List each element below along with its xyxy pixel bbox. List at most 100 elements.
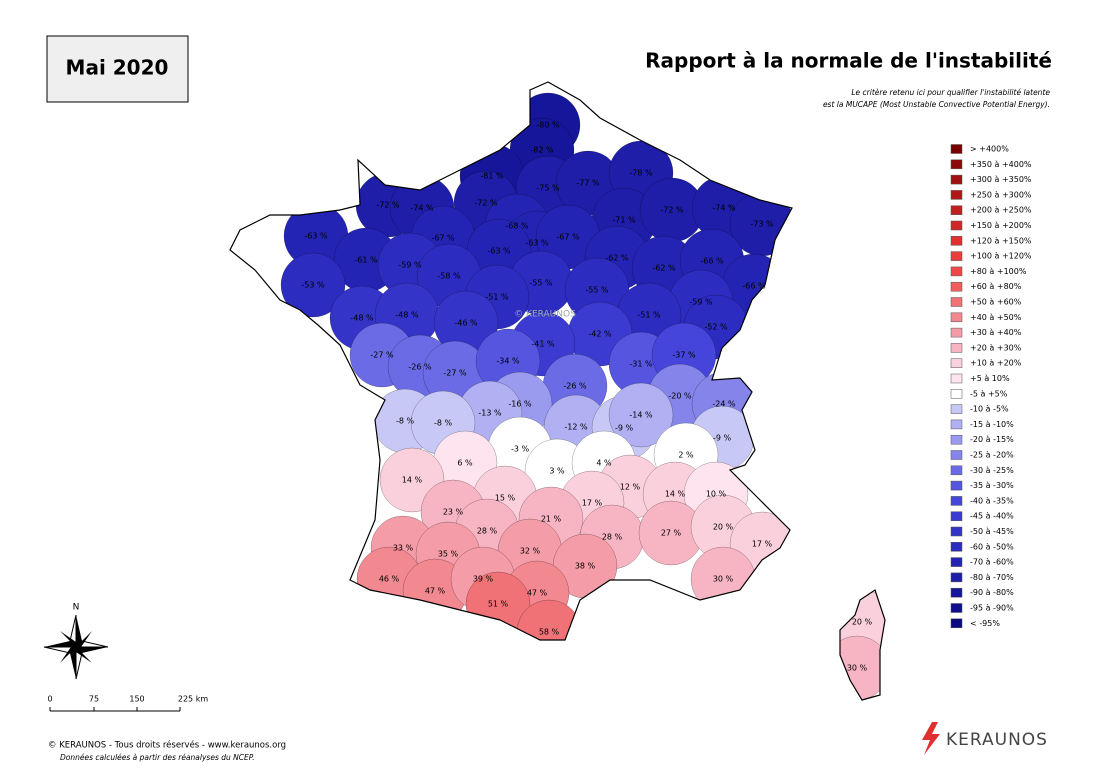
department-label: 17 % [582,499,603,508]
department-label: 12 % [620,483,641,492]
legend-label: +50 à +60% [970,298,1022,307]
department-label: -48 % [350,314,374,323]
copyright: © KERAUNOS - Tous droits réservés - www.… [48,740,286,751]
note: Le critère retenu ici pour qualifier l'i… [851,88,1050,97]
legend-label: +250 à +300% [970,190,1032,199]
watermark: © KERAUNOS [514,310,576,320]
legend-swatch [950,450,963,460]
department-label: -12 % [564,423,588,432]
department-label: -66 % [742,282,766,291]
department-label: 30 % [847,664,868,673]
legend-swatch [950,174,963,185]
period: Mai 2020 [66,56,169,80]
department-label: 14 % [402,476,423,485]
department-label: -62 % [605,254,629,263]
department-label: -27 % [370,351,394,360]
department-label: 27 % [661,529,682,538]
department-label: -13 % [478,409,502,418]
department-label: -77 % [576,179,600,188]
logo: KERAUNOS [946,730,1048,750]
legend-label: -15 à -10% [970,420,1014,429]
department-label: -62 % [652,264,676,273]
legend-label: +300 à +350% [970,175,1032,184]
department-label: 35 % [438,550,459,559]
department-label: 6 % [457,459,473,468]
department-label: -24 % [712,400,736,409]
department-label: -16 % [508,400,532,409]
period-box [46,35,189,103]
department-label: -55 % [585,286,609,295]
legend-label: -30 à -25% [970,466,1014,475]
department-label: -66 % [700,257,724,266]
compass-rose [43,614,109,680]
department-label: -48 % [395,311,419,320]
legend-swatch [950,220,963,231]
department-area [608,382,674,448]
legend-swatch [950,159,963,170]
legend-label: +200 à +250% [970,206,1032,215]
department-label: -41 % [531,340,555,349]
department-label: 38 % [575,562,596,571]
department-label: -27 % [443,369,467,378]
legend-label: +30 à +40% [970,328,1022,337]
legend-swatch [950,373,963,384]
outline [839,589,886,701]
legend-label: -50 à -45% [970,527,1014,536]
department-label: -72 % [474,199,498,208]
note: est la MUCAPE (Most Unstable Convective … [823,100,1050,109]
department-label: 2 % [678,451,694,460]
legend-swatch [950,343,963,353]
department-label: -72 % [376,201,400,210]
legend-label: -40 à -35% [970,496,1014,505]
department-label: -53 % [301,281,325,290]
scale-label: 0 [47,695,52,704]
legend-swatch [950,434,963,445]
department-label: 47 % [527,589,548,598]
legend-swatch [950,511,963,521]
department-area [280,252,346,318]
scale-bar: 0 75 150 225 km [47,695,208,712]
department-label: -51 % [485,293,509,302]
department-label: 28 % [477,527,498,536]
department-label: 20 % [713,523,734,532]
department-label: 58 % [539,628,560,637]
legend-label: -45 à -40% [970,512,1014,521]
department-label: -3 % [511,445,530,454]
title: Rapport à la normale de l'instabilité [645,49,1052,73]
legend-swatch [950,266,963,277]
legend-label: +350 à +400% [970,160,1032,169]
map-areas [280,92,885,700]
department-label: -37 % [672,351,696,360]
legend-label: +5 à 10% [970,374,1010,383]
department-label: -55 % [529,279,553,288]
department-label: 20 % [852,618,873,627]
legend-swatch [950,572,963,583]
logo-bolt [922,722,940,755]
legend-swatch [950,236,963,246]
department-label: 15 % [495,494,516,503]
department-label: -14 % [629,411,653,420]
legend-label: +60 à +80% [970,282,1022,291]
legend-label: -70 à -60% [970,558,1014,567]
legend-swatch [950,205,963,215]
legend-label: +80 à +100% [970,267,1027,276]
department-label: 47 % [425,587,446,596]
department-label: -61 % [354,256,378,265]
department-label: 30 % [713,575,734,584]
department-label: 14 % [665,490,686,499]
legend-label: +40 à +50% [970,313,1022,322]
department-label: -80 % [536,121,560,130]
legend-swatch [950,419,963,430]
scale-label: 150 [129,695,144,704]
legend-label: +100 à +120% [970,252,1032,261]
department-label: 23 % [443,508,464,517]
legend-swatch [950,404,963,414]
scale-label: 75 [89,695,99,704]
department-label: -58 % [437,272,461,281]
legend-swatch [950,190,963,200]
legend-label: -20 à -15% [970,435,1014,444]
department-label: -63 % [525,239,549,248]
department-label: -63 % [487,247,511,256]
legend-label: -25 à -20% [970,451,1014,460]
